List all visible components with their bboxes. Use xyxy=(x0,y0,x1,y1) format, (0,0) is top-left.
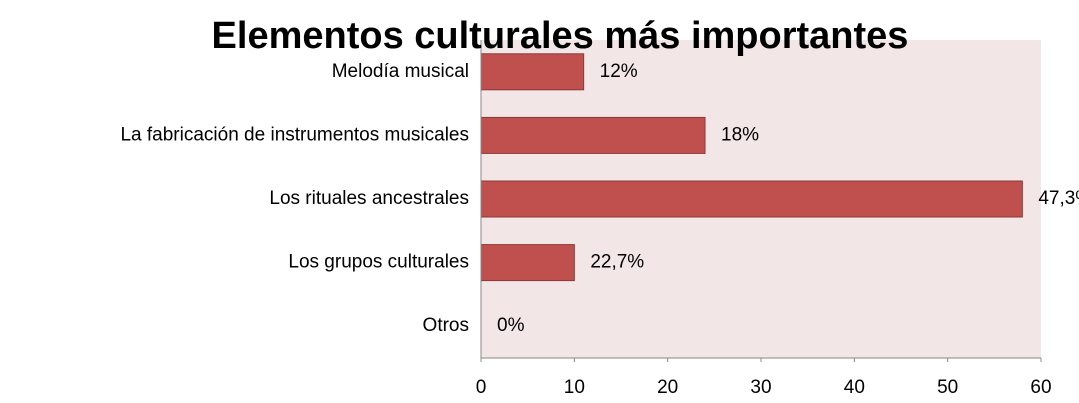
chart-title: Elementos culturales más importantes xyxy=(212,15,909,57)
y-tick-label: La fabricación de instrumentos musicales xyxy=(120,124,469,145)
x-tick-label: 20 xyxy=(657,377,678,398)
x-tick-label: 50 xyxy=(937,377,958,398)
y-tick-label: Los grupos culturales xyxy=(288,252,469,273)
data-label: 22,7% xyxy=(590,252,644,273)
data-label: 47,3% xyxy=(1038,188,1079,209)
data-label: 0% xyxy=(497,315,525,336)
x-tick-label: 60 xyxy=(1030,377,1051,398)
marks xyxy=(480,53,1023,282)
x-tick-label: 10 xyxy=(564,377,585,398)
y-tick-label: Melodía musical xyxy=(332,61,469,82)
bar xyxy=(480,180,1023,218)
x-tick-label: 30 xyxy=(750,377,771,398)
data-label: 18% xyxy=(721,124,759,145)
bar xyxy=(480,116,706,154)
y-tick-label: Otros xyxy=(423,315,469,336)
y-tick-label: Los rituales ancestrales xyxy=(269,188,469,209)
data-label: 12% xyxy=(600,61,638,82)
bar xyxy=(480,53,585,91)
bar xyxy=(480,244,575,282)
x-tick-label: 0 xyxy=(476,377,487,398)
x-tick-label: 40 xyxy=(844,377,865,398)
